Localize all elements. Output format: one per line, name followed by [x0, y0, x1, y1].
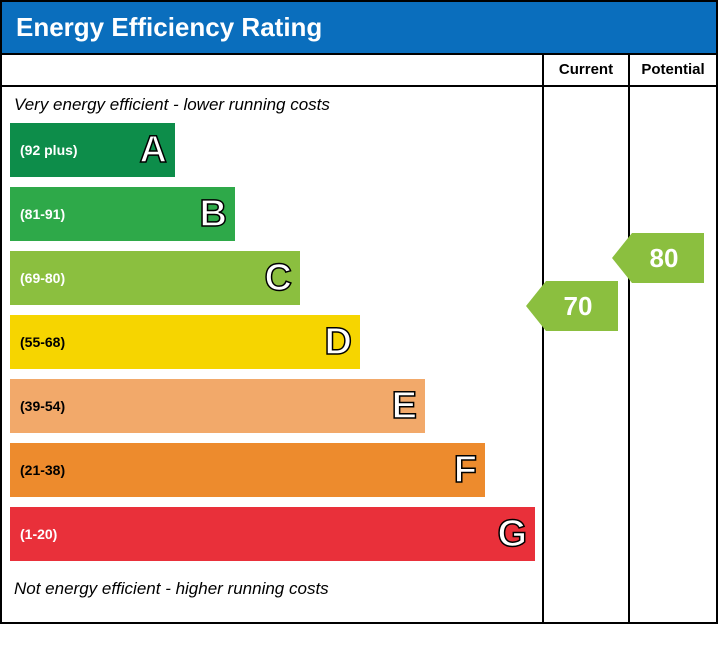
potential-marker: 80	[612, 233, 704, 283]
band-a: (92 plus) A	[10, 123, 542, 177]
header-spacer	[2, 55, 542, 87]
current-column: Current 70	[544, 55, 630, 622]
band-letter: A	[140, 129, 167, 172]
current-header: Current	[544, 55, 628, 87]
band-range: (69-80)	[20, 270, 65, 286]
band-d: (55-68) D	[10, 315, 542, 369]
band-b: (81-91) B	[10, 187, 542, 241]
band-g: (1-20) G	[10, 507, 542, 561]
band-range: (21-38)	[20, 462, 65, 478]
potential-header: Potential	[630, 55, 716, 87]
caption-top: Very energy efficient - lower running co…	[2, 87, 542, 123]
band-range: (81-91)	[20, 206, 65, 222]
marker-value: 80	[638, 243, 679, 274]
band-letter: E	[392, 385, 417, 428]
band-bar: (1-20) G	[10, 507, 535, 561]
band-bar: (55-68) D	[10, 315, 360, 369]
caption-bottom: Not energy efficient - higher running co…	[2, 571, 542, 607]
band-bar: (69-80) C	[10, 251, 300, 305]
epc-chart: Energy Efficiency Rating Very energy eff…	[0, 0, 718, 619]
bands-column: Very energy efficient - lower running co…	[2, 55, 544, 622]
current-marker: 70	[526, 281, 618, 331]
potential-marker-slot: 80	[630, 87, 716, 654]
band-bar: (21-38) F	[10, 443, 485, 497]
band-letter: D	[325, 321, 352, 364]
bands-wrap: (92 plus) A (81-91) B (69-80) C (55-68) D (39-54…	[2, 123, 542, 561]
potential-column: Potential 80	[630, 55, 716, 622]
current-marker-slot: 70	[544, 87, 628, 654]
title-text: Energy Efficiency Rating	[16, 12, 322, 42]
band-letter: G	[497, 513, 527, 556]
band-letter: C	[265, 257, 292, 300]
band-e: (39-54) E	[10, 379, 542, 433]
band-bar: (39-54) E	[10, 379, 425, 433]
band-range: (92 plus)	[20, 142, 78, 158]
band-bar: (92 plus) A	[10, 123, 175, 177]
band-range: (1-20)	[20, 526, 57, 542]
band-range: (55-68)	[20, 334, 65, 350]
band-f: (21-38) F	[10, 443, 542, 497]
band-range: (39-54)	[20, 398, 65, 414]
band-c: (69-80) C	[10, 251, 542, 305]
marker-value: 70	[552, 291, 593, 322]
band-bar: (81-91) B	[10, 187, 235, 241]
band-letter: B	[200, 193, 227, 236]
chart-area: Very energy efficient - lower running co…	[0, 53, 718, 624]
title-bar: Energy Efficiency Rating	[0, 0, 718, 53]
band-letter: F	[454, 449, 477, 492]
